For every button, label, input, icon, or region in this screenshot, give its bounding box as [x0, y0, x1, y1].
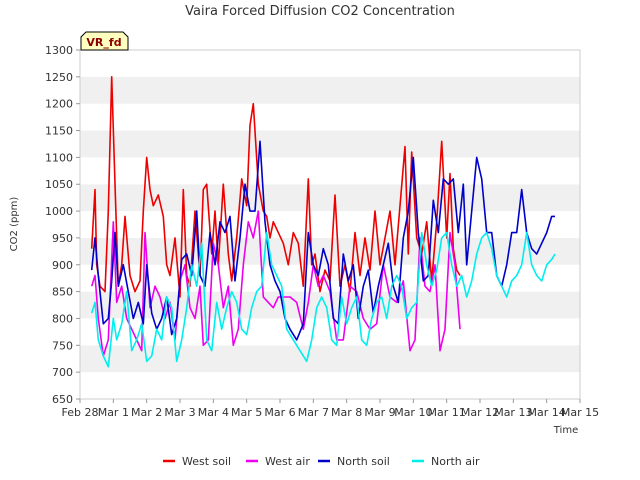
y-tick-label: 1300 [45, 44, 73, 57]
legend-label-north-air: North air [431, 455, 480, 468]
x-tick-label: Mar 14 [528, 406, 566, 419]
x-tick-label: Mar 4 [198, 406, 229, 419]
y-tick-label: 950 [52, 232, 73, 245]
grid-band [80, 345, 580, 373]
series-line-north-soil [90, 140, 555, 341]
x-axis-ticks: Feb 28 Mar 1 Mar 2 Mar 3 Mar 4 Mar 5 Mar 6 Mar … [62, 399, 599, 419]
y-tick-label: 750 [52, 339, 73, 352]
grid-band [80, 184, 580, 212]
y-tick-label: 1050 [45, 178, 73, 191]
x-tick-label: Mar 3 [164, 406, 195, 419]
y-axis-label: CO2 (ppm) [9, 197, 20, 252]
series-lines [90, 76, 556, 368]
x-axis-label: Time [553, 425, 578, 436]
x-tick-label: Mar 1 [98, 406, 129, 419]
y-tick-label: 1100 [45, 151, 73, 164]
grid-band [80, 237, 580, 265]
series-badge: VR_fd [80, 31, 129, 51]
grid-band [80, 211, 580, 238]
legend: West soil West air North soil North air [163, 455, 480, 468]
legend-label-north-soil: North soil [337, 455, 390, 468]
x-tick-label: Mar 13 [494, 406, 532, 419]
y-tick-label: 850 [52, 286, 73, 299]
grid-band [80, 76, 580, 104]
x-tick-label: Feb 28 [62, 406, 99, 419]
grid-band [80, 372, 580, 399]
x-tick-label: Mar 7 [298, 406, 329, 419]
y-tick-label: 1150 [45, 125, 73, 138]
legend-label-west-soil: West soil [182, 455, 231, 468]
grid-band [80, 130, 580, 158]
badge-label: VR_fd [86, 36, 121, 49]
x-tick-label: Mar 10 [394, 406, 432, 419]
y-tick-label: 1000 [45, 205, 73, 218]
badge-shape [80, 31, 129, 51]
x-tick-label: Mar 6 [264, 406, 295, 419]
y-axis-ticks: 650 700 750 800 850 900 950 1000 1050 1100 1150 120… [45, 44, 80, 406]
plot-area-frame [79, 49, 581, 400]
x-tick-label: Mar 12 [461, 406, 499, 419]
y-tick-label: 800 [52, 312, 73, 325]
y-tick-label: 1200 [45, 98, 73, 111]
x-tick-label: Mar 8 [331, 406, 362, 419]
x-tick-label: Mar 11 [428, 406, 466, 419]
y-tick-label: 650 [52, 393, 73, 406]
x-tick-label: Mar 15 [561, 406, 599, 419]
legend-label-west-air: West air [265, 455, 310, 468]
x-tick-label: Mar 9 [364, 406, 395, 419]
x-tick-label: Mar 2 [131, 406, 162, 419]
y-tick-label: 900 [52, 259, 73, 272]
grid-band [80, 103, 580, 131]
chart-title: Vaira Forced Diffusion CO2 Concentration [185, 4, 455, 19]
y-tick-label: 700 [52, 366, 73, 379]
x-tick-label: Mar 5 [231, 406, 262, 419]
y-tick-label: 1250 [45, 71, 73, 84]
grid-bands [80, 50, 580, 399]
grid-band [80, 157, 580, 185]
series-line-north-air [90, 231, 556, 368]
grid-band [80, 50, 580, 77]
series-line-west-soil [90, 76, 461, 298]
